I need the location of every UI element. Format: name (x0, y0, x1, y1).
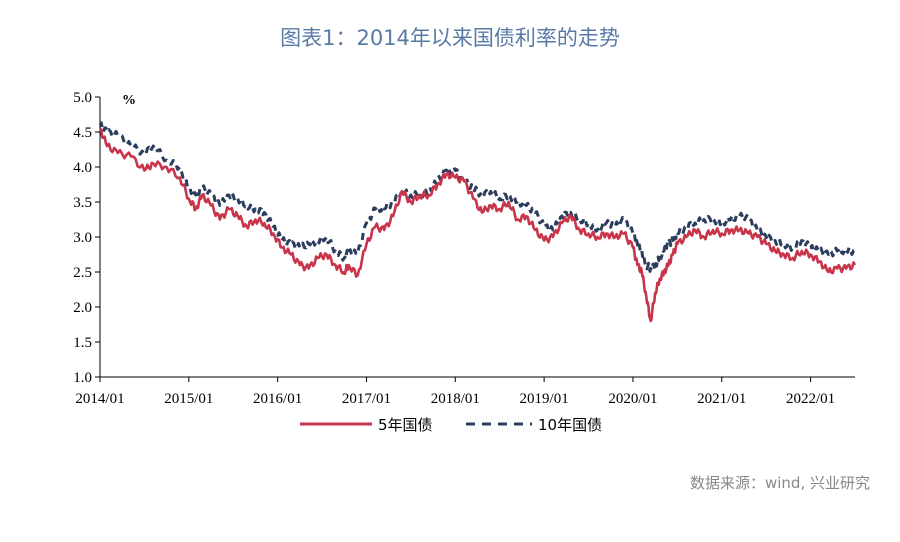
data-source: 数据来源：wind, 兴业研究 (689, 474, 870, 492)
x-tick-label: 2015/01 (164, 391, 213, 407)
x-tick-label: 2017/01 (342, 391, 391, 407)
axes: 1.0 1.5 2.0 2.5 3.0 3.5 4.0 4.5 5.0 % 2014/01 2015/… (73, 90, 855, 407)
chart-title: 图表1：2014年以来国债利率的走势 (280, 26, 620, 50)
y-tick-label: 4.0 (73, 160, 92, 176)
x-tick-label: 2016/01 (253, 391, 302, 407)
legend: 5年国债 10年国债 (300, 416, 602, 434)
legend-label: 5年国债 (378, 416, 433, 434)
y-tick-label: 4.5 (73, 125, 92, 141)
y-tick-label: 5.0 (73, 90, 92, 106)
y-tick-label: 2.0 (73, 300, 92, 316)
y-tick-label: 3.5 (73, 195, 92, 211)
x-tick-label: 2021/01 (697, 391, 746, 407)
y-tick-label: 1.0 (73, 370, 92, 386)
y-tick-label: 1.5 (73, 335, 92, 351)
series-5y-line (99, 127, 857, 323)
x-tick-label: 2022/01 (786, 391, 835, 407)
y-unit-label: % (122, 93, 136, 108)
series-10y-line (98, 121, 856, 273)
x-tick-label: 2014/01 (75, 391, 124, 407)
y-tick-label: 3.0 (73, 230, 92, 246)
series-group (98, 121, 857, 323)
x-tick-label: 2019/01 (520, 391, 569, 407)
legend-label: 10年国债 (538, 416, 602, 434)
x-tick-label: 2018/01 (431, 391, 480, 407)
y-tick-label: 2.5 (73, 265, 92, 281)
x-tick-label: 2020/01 (608, 391, 657, 407)
